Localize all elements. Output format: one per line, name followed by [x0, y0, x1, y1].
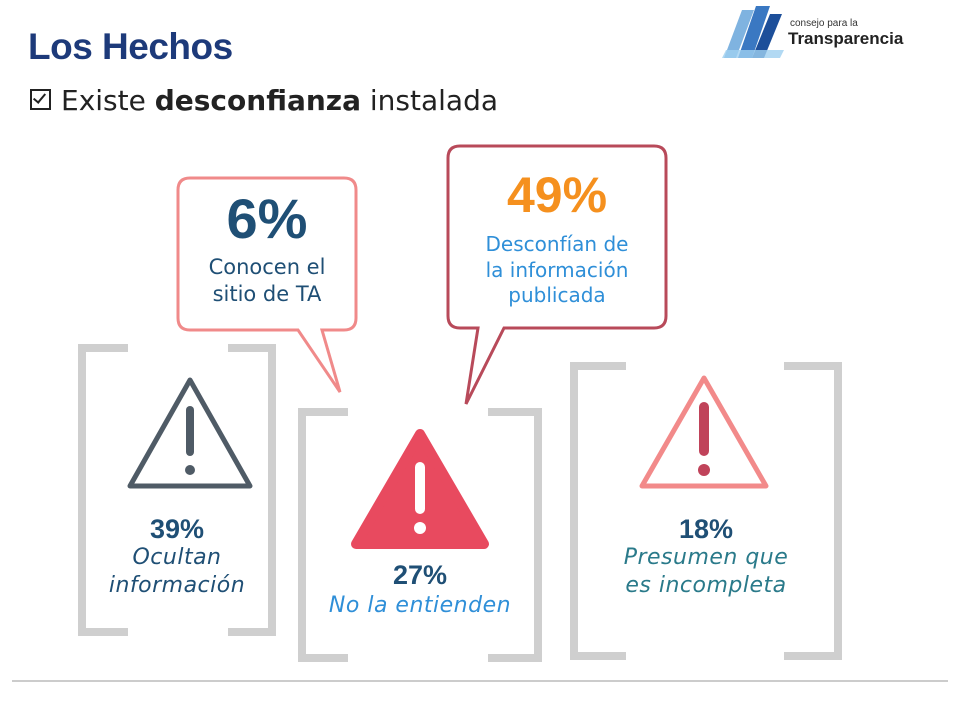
bubble-2-line3: publicada — [508, 283, 606, 308]
subtitle-post: instalada — [360, 84, 499, 117]
logo-small-text: consejo para la — [790, 18, 858, 29]
panel-1-brackets — [78, 344, 276, 636]
subtitle-bold: desconfianza — [154, 84, 361, 117]
warning-filled-red-icon — [351, 429, 489, 549]
warning-outline-red-icon — [639, 375, 769, 489]
footer-divider — [12, 680, 948, 682]
panel-2-line1: No la entienden — [328, 593, 512, 618]
bubble-1-label: Conocen el sitio de TA — [178, 254, 356, 308]
bubble-2-shape — [446, 144, 668, 405]
panel-1-line1: Ocultan — [132, 545, 222, 570]
panel-3-label: Presumen que es incompleta — [574, 544, 838, 600]
checkbox-icon — [30, 88, 51, 110]
bubble-1-line2: sitio de TA — [212, 281, 322, 306]
subtitle-pre: Existe — [61, 84, 155, 117]
panel-1-label: Ocultan información — [82, 544, 272, 600]
logo-mark-icon — [722, 6, 784, 58]
bubble-2-label: Desconfían de la información publicada — [448, 232, 666, 309]
panel-3-brackets — [570, 362, 842, 660]
page-subtitle: Existe desconfianza instalada — [30, 84, 498, 117]
panel-2-value: 27% — [392, 560, 448, 590]
panel-3-line1: Presumen que — [623, 545, 789, 570]
bubble-2-line2: la información — [485, 257, 629, 282]
panel-2-label: No la entienden — [302, 592, 538, 620]
logo: consejo para la Transparencia — [720, 4, 910, 60]
bubble-1-shape — [176, 176, 358, 393]
panel-1-value: 39% — [149, 514, 205, 544]
panel-3-value: 18% — [678, 514, 734, 544]
panel-2-brackets — [298, 408, 542, 662]
logo-big-text: Transparencia — [788, 29, 904, 48]
bubble-1-line1: Conocen el — [208, 255, 326, 279]
warning-outline-dark-icon — [127, 377, 253, 489]
bubble-2-line1: Desconfían de — [485, 232, 629, 256]
panel-1-line2: información — [108, 573, 246, 599]
panel-3-line2: es incompleta — [625, 573, 787, 599]
page-title: Los Hechos — [28, 26, 233, 67]
bubble-2-value: 49% — [506, 167, 608, 223]
bubble-1-value: 6% — [226, 187, 308, 250]
